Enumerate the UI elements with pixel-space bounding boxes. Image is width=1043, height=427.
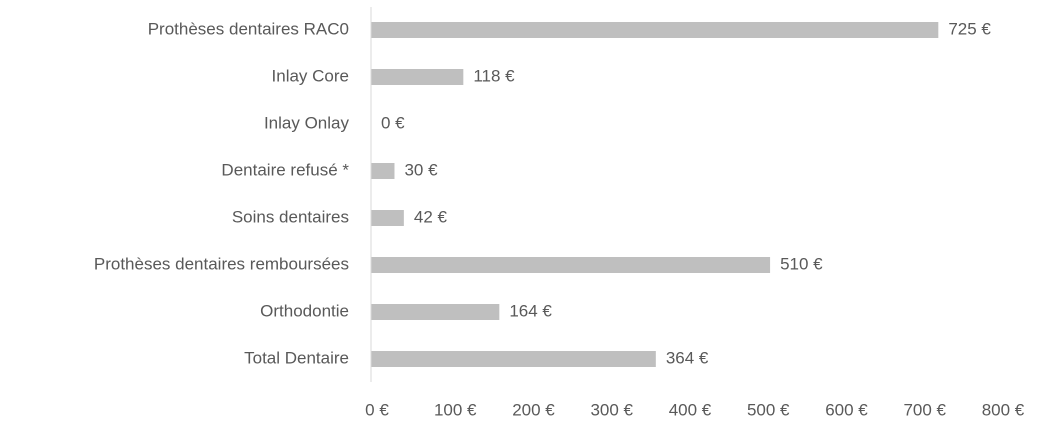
y-tick-label: Inlay Core [272, 66, 349, 85]
y-tick-label: Orthodontie [260, 301, 349, 320]
bar [371, 69, 464, 85]
x-tick-label: 500 € [747, 400, 790, 419]
x-tick-label: 100 € [434, 400, 477, 419]
x-tick-label: 200 € [512, 400, 555, 419]
value-label: 30 € [404, 160, 438, 179]
bar [371, 163, 395, 179]
bar [371, 210, 404, 226]
bar [371, 351, 656, 367]
value-label: 164 € [509, 301, 552, 320]
value-label: 0 € [381, 113, 405, 132]
y-tick-label: Dentaire refusé * [221, 160, 349, 179]
y-tick-label: Inlay Onlay [264, 113, 350, 132]
value-label: 364 € [666, 348, 709, 367]
y-tick-label: Prothèses dentaires RAC0 [148, 19, 349, 38]
value-label: 118 € [473, 66, 515, 85]
value-label: 510 € [780, 254, 823, 273]
x-tick-label: 0 € [365, 400, 389, 419]
y-tick-label: Total Dentaire [244, 348, 349, 367]
bar [371, 304, 500, 320]
y-tick-label: Soins dentaires [232, 207, 349, 226]
value-label: 725 € [948, 19, 991, 38]
x-tick-label: 600 € [825, 400, 868, 419]
bar [371, 22, 939, 38]
value-label: 42 € [414, 207, 448, 226]
bar [371, 257, 771, 273]
y-tick-label: Prothèses dentaires remboursées [94, 254, 349, 273]
x-tick-label: 300 € [590, 400, 633, 419]
x-tick-label: 700 € [903, 400, 946, 419]
x-tick-label: 800 € [982, 400, 1025, 419]
x-tick-label: 400 € [669, 400, 712, 419]
